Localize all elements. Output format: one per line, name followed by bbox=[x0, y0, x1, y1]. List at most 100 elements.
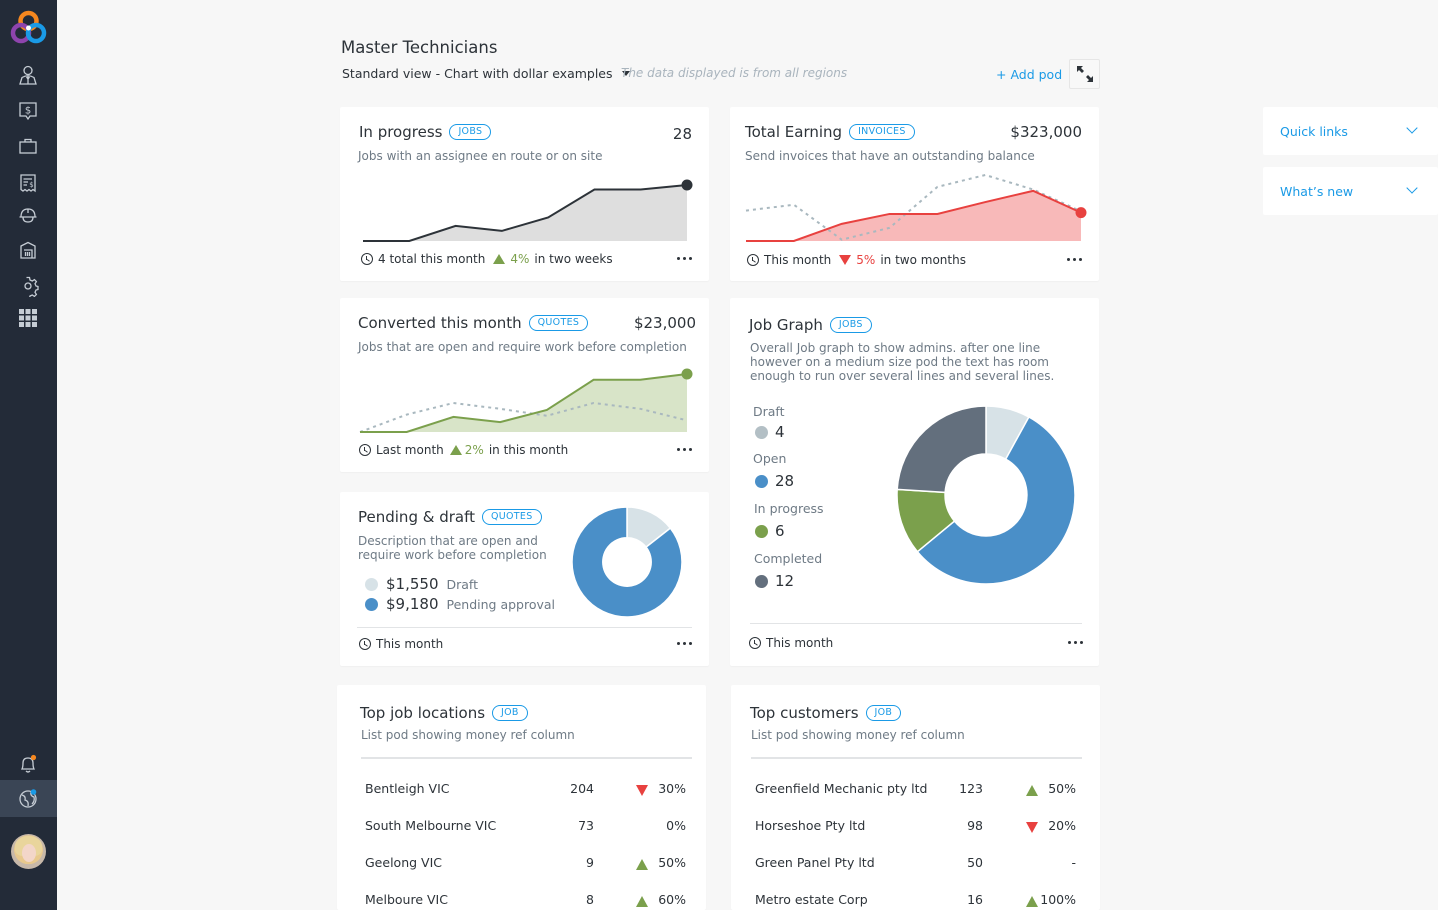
pod-badge[interactable]: JOBS bbox=[449, 124, 492, 140]
legend-dot bbox=[365, 597, 378, 611]
more-menu-button[interactable] bbox=[677, 444, 692, 455]
pod-top-customers: Top customers JOB List pod showing money… bbox=[731, 685, 1100, 910]
legend-item-draft: $1,550 Draft bbox=[365, 575, 478, 593]
gear-icon bbox=[24, 276, 39, 297]
nav-people[interactable] bbox=[16, 63, 40, 87]
clock-icon bbox=[749, 637, 761, 649]
data-point-latest bbox=[681, 179, 693, 191]
list-item[interactable]: Horseshoe Pty ltd 98 20% bbox=[731, 818, 1100, 855]
nav-quotes[interactable]: $ bbox=[16, 99, 40, 123]
trend-up-icon bbox=[1026, 785, 1038, 796]
quick-links-label: Quick links bbox=[1280, 124, 1348, 139]
pod-badge[interactable]: JOB bbox=[865, 705, 902, 721]
pod-badge[interactable]: JOBS bbox=[829, 317, 872, 333]
pod-badge[interactable]: JOB bbox=[492, 705, 528, 721]
sidebar: $ $ bbox=[0, 0, 57, 910]
nav-apps[interactable] bbox=[16, 306, 40, 330]
hardhat-icon bbox=[19, 208, 37, 223]
list-item-count: 8 bbox=[586, 892, 594, 907]
trend-period: in two months bbox=[880, 253, 966, 267]
globe-icon bbox=[19, 789, 37, 808]
pod-desc: Overall Job graph to show admins. after … bbox=[750, 341, 1055, 383]
more-menu-button[interactable] bbox=[677, 638, 692, 649]
quick-links-panel[interactable]: Quick links bbox=[1263, 107, 1438, 155]
clock-icon bbox=[359, 638, 371, 650]
list-item[interactable]: Geelong VIC 9 50% bbox=[337, 855, 706, 892]
footer-text: Last month bbox=[376, 443, 444, 457]
list-item[interactable]: South Melbourne VIC 73 0% bbox=[337, 818, 706, 855]
trend-down-icon bbox=[839, 255, 852, 265]
data-point-latest bbox=[1075, 207, 1087, 219]
trend-up-icon bbox=[1026, 896, 1038, 907]
view-select-value: Standard view - Chart with dollar exampl… bbox=[342, 66, 613, 81]
pod-value: 28 bbox=[672, 125, 692, 143]
list-item-count: 16 bbox=[967, 892, 983, 907]
list-item-count: 73 bbox=[578, 818, 594, 833]
area-fill bbox=[360, 374, 687, 432]
pod-title: In progress JOBS bbox=[359, 123, 492, 141]
legend-label: Completed bbox=[754, 551, 823, 566]
footer-text: 4 total this month bbox=[378, 252, 486, 266]
divider bbox=[361, 757, 692, 759]
expand-button[interactable] bbox=[1069, 59, 1100, 89]
nav-technicians[interactable] bbox=[16, 203, 40, 227]
nav-notifications[interactable] bbox=[16, 752, 40, 776]
nav-global[interactable] bbox=[16, 786, 40, 810]
pod-title: Top customers JOB bbox=[750, 704, 902, 722]
invoice-icon: $ bbox=[20, 174, 36, 193]
region-note: The data displayed is from all regions bbox=[621, 66, 848, 80]
pod-desc: Jobs with an assignee en route or on sit… bbox=[358, 149, 603, 163]
pod-badge[interactable]: QUOTES bbox=[528, 315, 589, 331]
pod-title: Job Graph JOBS bbox=[749, 316, 872, 334]
trend-up-icon bbox=[636, 896, 648, 907]
expand-icon bbox=[1076, 66, 1093, 82]
pod-job-graph: Job Graph JOBS Overall Job graph to show… bbox=[730, 298, 1099, 666]
divider bbox=[751, 757, 1082, 759]
pod-footer: This month 5% in two months bbox=[747, 253, 966, 267]
briefcase-icon bbox=[19, 138, 37, 154]
pod-pending-draft: Pending & draft QUOTES Description that … bbox=[340, 492, 709, 666]
footer-text: This month bbox=[764, 253, 832, 267]
pod-value: $323,000 bbox=[1010, 123, 1082, 141]
more-menu-button[interactable] bbox=[1067, 254, 1082, 265]
list-item[interactable]: Bentleigh VIC 204 30% bbox=[337, 781, 706, 818]
list-item[interactable]: Greenfield Mechanic pty ltd 123 50% bbox=[731, 781, 1100, 818]
pod-badge[interactable]: QUOTES bbox=[481, 509, 542, 525]
nav-jobs[interactable] bbox=[16, 134, 40, 158]
more-menu-button[interactable] bbox=[677, 253, 692, 264]
pod-converted: Converted this month QUOTES $23,000 Jobs… bbox=[340, 298, 709, 472]
app-logo[interactable] bbox=[10, 10, 47, 46]
area-fill bbox=[363, 185, 687, 241]
donut-chart bbox=[896, 405, 1076, 585]
previous-series-line bbox=[359, 401, 688, 433]
legend-amount: $9,180 bbox=[386, 595, 439, 613]
sparkline-chart bbox=[363, 179, 693, 242]
nav-invoices[interactable]: $ bbox=[16, 171, 40, 195]
view-select[interactable]: Standard view - Chart with dollar exampl… bbox=[342, 66, 630, 81]
list-item-name: Geelong VIC bbox=[365, 855, 442, 870]
trend-pct: 5% bbox=[856, 253, 876, 267]
people-icon bbox=[19, 65, 37, 85]
whats-new-panel[interactable]: What’s new bbox=[1263, 167, 1438, 215]
pod-title: Pending & draft QUOTES bbox=[358, 508, 542, 526]
list-item-pct: 0% bbox=[666, 818, 686, 833]
chevron-down-icon bbox=[1406, 182, 1418, 194]
list-item[interactable]: Green Panel Pty ltd 50 - bbox=[731, 855, 1100, 892]
list-item-pct: 100% bbox=[1040, 892, 1076, 907]
pod-top-locations: Top job locations JOB List pod showing m… bbox=[337, 685, 706, 910]
add-pod-button[interactable]: + Add pod bbox=[996, 67, 1063, 82]
donut-slice-completed bbox=[896, 405, 987, 494]
nav-settings[interactable] bbox=[16, 274, 40, 298]
footer-text: This month bbox=[376, 637, 444, 651]
sparkline-chart bbox=[745, 173, 1087, 242]
legend-amount: $1,550 bbox=[386, 575, 439, 593]
nav-warehouse[interactable] bbox=[16, 238, 40, 262]
list-item[interactable]: Metro estate Corp 16 100% bbox=[731, 892, 1100, 910]
footer-text: This month bbox=[766, 636, 834, 650]
list-item-pct: - bbox=[1071, 855, 1076, 870]
list-item-count: 9 bbox=[586, 855, 594, 870]
list-item[interactable]: Melboure VIC 8 60% bbox=[337, 892, 706, 910]
pod-badge[interactable]: INVOICES bbox=[849, 124, 915, 140]
avatar[interactable] bbox=[11, 834, 46, 869]
more-menu-button[interactable] bbox=[1068, 637, 1083, 648]
